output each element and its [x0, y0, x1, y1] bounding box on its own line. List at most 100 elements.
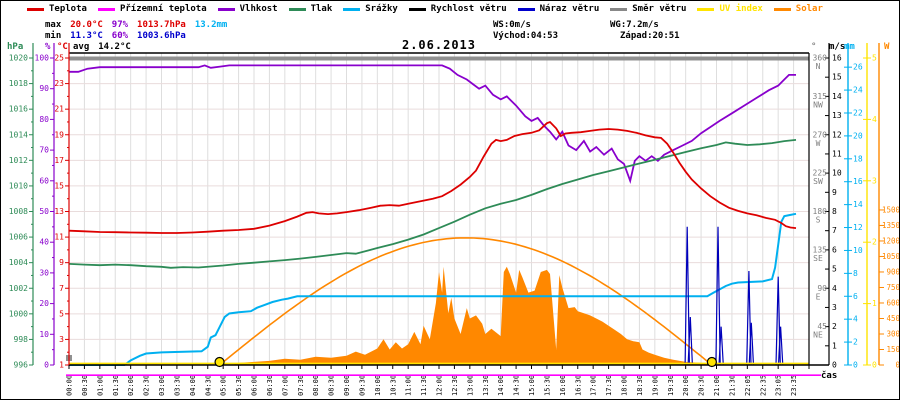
wind-gust-spike [684, 226, 690, 366]
wind-gust-spike [687, 316, 693, 366]
legend-item-4: Tlak [288, 4, 333, 14]
hpa-tick-label: 996 [14, 361, 29, 370]
ms-tick-label: 10 [832, 169, 842, 178]
wind-dir-deg-label: 225 [813, 169, 828, 178]
humidity-line [69, 64, 796, 184]
pct-tick-label: 100 [35, 54, 50, 63]
mm-tick-label: 8 [853, 269, 858, 278]
mm-tick-label: 26 [853, 63, 863, 72]
wind-gust-spike [777, 326, 784, 366]
stat-avg-temp: 14.2°C [98, 42, 131, 52]
x-tick-label: 01:30 [112, 375, 120, 396]
w-tick-label: 1200 [882, 236, 900, 245]
legend-label: Teplota [49, 4, 87, 14]
axis-header-ms: m/s [829, 42, 846, 52]
x-tick-label: 09:00 [343, 375, 351, 396]
stat-avg-label: avg [73, 42, 90, 52]
w-tick-label: 900 [886, 267, 900, 276]
hpa-tick-label: 1014 [9, 130, 28, 139]
x-tick-label: 13:00 [466, 375, 474, 396]
legend-item-3: Vlhkost [217, 4, 278, 14]
pct-tick-label: 20 [39, 299, 49, 308]
ms-tick-label: 8 [832, 207, 837, 216]
x-tick-label: 11:30 [420, 375, 428, 396]
x-tick-label: 19:00 [651, 375, 659, 396]
x-tick-label: 22:05 [744, 375, 752, 396]
mm-tick-label: 12 [853, 223, 863, 232]
pct-tick-label: 80 [39, 115, 49, 124]
x-tick-label: 15:30 [543, 375, 551, 396]
x-tick-label: 14:30 [513, 375, 521, 396]
legend-swatch-icon [217, 7, 235, 11]
wind-dir-deg-label: 135 [813, 245, 828, 254]
degc-tick-label: 13 [54, 207, 64, 216]
legend-item-8: Směr větru [610, 4, 686, 14]
x-tick-label: 14:00 [497, 375, 505, 396]
x-tick-label: 03:00 [158, 375, 166, 396]
stat-max-pressure: 1013.7hPa [137, 20, 186, 30]
x-tick-label: 20:30 [698, 375, 706, 396]
ms-tick-label: 5 [832, 265, 837, 274]
ms-tick-label: 1 [832, 341, 837, 350]
uv-tick-label: 5 [872, 54, 877, 63]
hpa-tick-label: 1000 [9, 309, 28, 318]
x-tick-label: 21:30 [728, 375, 736, 396]
legend-swatch-icon [610, 7, 628, 11]
x-tick-label: 01:00 [96, 375, 104, 396]
legend-swatch-icon [343, 7, 361, 11]
x-tick-label: 06:30 [266, 375, 274, 396]
pct-tick-label: 50 [39, 207, 49, 216]
pct-tick-label: 40 [39, 238, 49, 247]
uv-tick-label: 3 [872, 176, 877, 185]
x-tick-label: 12:00 [436, 375, 444, 396]
stats-max-row: max 20.0°C 97% 1013.7hPa 13.2mm [45, 20, 236, 30]
legend-label: Tlak [310, 4, 333, 14]
stats-avg-row: avg 14.2°C [73, 42, 140, 52]
wind-dir-compass-label: NW [813, 100, 823, 109]
wind-dir-compass-label: E [816, 292, 821, 301]
pct-tick-label: 0 [44, 361, 49, 370]
sunset-time: Západ:20:51 [620, 31, 680, 41]
mm-tick-label: 0 [853, 361, 858, 370]
uv-tick-label: 1 [872, 299, 877, 308]
ms-tick-label: 11 [832, 149, 842, 158]
wind-dir-deg-label: 180 [813, 207, 828, 216]
hpa-tick-label: 1010 [9, 181, 28, 190]
ms-tick-label: 2 [832, 322, 837, 331]
x-tick-label: 08:30 [328, 375, 336, 396]
degc-tick-label: 25 [54, 54, 64, 63]
hpa-tick-label: 1018 [9, 79, 28, 88]
x-tick-label: 18:00 [621, 375, 629, 396]
axis-header-degc: °C [57, 42, 68, 52]
wind-dir-compass-label: W [816, 139, 821, 148]
temperature-line [68, 120, 797, 234]
legend-item-1: Teplota [27, 4, 87, 14]
wind-dir-compass-label: NE [813, 331, 823, 340]
wind-dir-deg-label: 360 [813, 54, 828, 63]
ms-tick-label: 4 [832, 284, 837, 293]
ms-tick-label: 9 [832, 188, 837, 197]
mm-tick-label: 14 [853, 200, 863, 209]
sunrise-time: Východ:04:53 [493, 31, 559, 41]
x-tick-label: 10:30 [389, 375, 397, 396]
x-tick-label: 02:30 [143, 375, 151, 396]
w-tick-label: 750 [886, 283, 900, 292]
wind-dir-compass-label: SE [813, 254, 823, 263]
legend-swatch-icon [773, 7, 791, 11]
axis-header-deg: ° [811, 42, 817, 52]
mm-tick-label: 18 [853, 154, 863, 163]
wind-dir-deg-label: 90 [817, 284, 827, 293]
pct-tick-label: 60 [39, 176, 49, 185]
x-tick-label: 22:35 [759, 375, 767, 396]
legend-label: Vlhkost [239, 4, 278, 14]
mm-tick-label: 6 [853, 292, 858, 301]
degc-tick-label: 3 [59, 335, 64, 344]
ms-tick-label: 14 [832, 92, 842, 101]
stat-min-label: min [45, 31, 62, 41]
sunrise-marker-icon [214, 356, 225, 368]
ms-tick-label: 6 [832, 245, 837, 254]
degc-tick-label: 21 [54, 105, 64, 114]
wind-speed-stat: WS:0m/s [493, 20, 531, 30]
